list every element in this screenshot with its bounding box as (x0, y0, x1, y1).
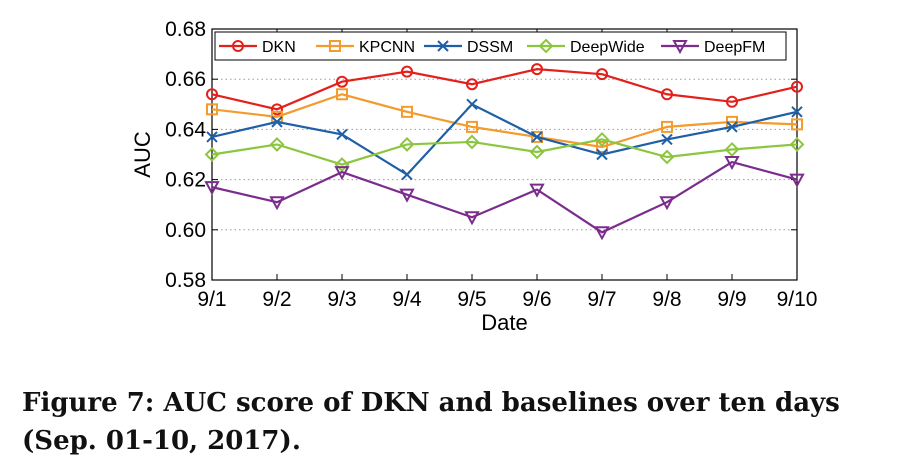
data-point-dkn (661, 88, 673, 101)
data-point-dkn (466, 78, 478, 91)
legend-label-dkn: DKN (262, 39, 296, 56)
x-tick-label: 9/8 (652, 288, 681, 311)
data-point-kpcnn (336, 88, 348, 101)
series-line-deepfm (211, 160, 798, 234)
y-tick-label: 0.62 (165, 169, 206, 192)
x-tick-label: 9/10 (777, 288, 818, 311)
data-point-kpcnn (206, 103, 218, 116)
data-point-deepfm (204, 181, 220, 196)
series-line-kpcnn (211, 93, 798, 149)
y-axis-label: AUC (130, 131, 155, 178)
series-kpcnn (206, 88, 803, 153)
series-dssm (206, 98, 803, 181)
data-point-kpcnn (596, 140, 608, 153)
data-point-dkn (401, 65, 413, 78)
data-point-deepfm (789, 173, 805, 188)
data-point-dssm (791, 106, 803, 118)
data-point-dkn (336, 75, 348, 88)
y-tick-label: 0.58 (165, 269, 206, 292)
data-point-deepfm (724, 156, 740, 171)
data-point-deepwide (659, 149, 675, 165)
figure-caption: Figure 7: AUC score of DKN and baselines… (22, 388, 840, 456)
data-point-deepfm (529, 183, 545, 198)
data-point-deepwide (204, 147, 220, 162)
data-point-deepfm (659, 196, 675, 211)
data-point-deepfm (399, 188, 415, 203)
data-point-kpcnn (466, 120, 478, 133)
data-point-kpcnn (661, 120, 673, 133)
data-point-dssm (726, 121, 738, 133)
legend-marker-deepfm (672, 40, 688, 55)
auc-line-chart: 0.58 0.60 0.62 0.64 0.66 0.68 9/1 9/2 9/3 9/4 9/5 9… (130, 18, 818, 335)
data-point-dssm (271, 116, 283, 128)
legend-marker-dkn (232, 40, 244, 52)
x-tick-label: 9/7 (587, 288, 616, 311)
x-tick-label: 9/2 (262, 288, 291, 311)
data-point-kpcnn (401, 105, 413, 118)
data-point-deepwide (334, 157, 350, 172)
data-point-dssm (661, 133, 673, 146)
legend-marker-kpcnn (329, 40, 341, 52)
x-tick-label: 9/6 (522, 288, 551, 311)
data-point-deepwide (269, 137, 285, 152)
x-tick-label: 9/4 (392, 288, 422, 311)
legend-marker-dssm (437, 40, 449, 52)
data-point-deepwide (724, 142, 740, 157)
data-point-kpcnn (531, 130, 543, 143)
data-point-dssm (336, 128, 348, 141)
legend-label-kpcnn: KPCNN (359, 39, 415, 56)
legend-label-deepwide: DeepWide (570, 39, 645, 56)
y-tick-label: 0.60 (165, 219, 206, 242)
data-point-deepwide (594, 132, 610, 147)
data-point-dssm (206, 131, 218, 143)
series-dkn (206, 63, 803, 116)
series-line-dssm (211, 102, 798, 176)
data-point-deepfm (269, 196, 285, 211)
data-point-deepfm (334, 166, 350, 181)
data-point-kpcnn (791, 118, 803, 131)
series-line-dkn (211, 68, 798, 111)
data-point-dkn (206, 88, 218, 101)
legend: DKN KPCNN DSSM DeepWide DeepFM (214, 31, 787, 61)
data-point-deepfm (464, 211, 480, 226)
y-tick-label: 0.64 (165, 118, 206, 141)
data-point-dkn (596, 68, 608, 81)
x-tick-label: 9/1 (197, 288, 226, 311)
data-point-deepwide (529, 144, 545, 160)
data-point-dssm (466, 98, 478, 111)
y-tick-label: 0.68 (165, 18, 206, 41)
data-point-dkn (726, 95, 738, 108)
legend-marker-deepwide (538, 38, 554, 54)
data-point-dkn (531, 63, 543, 76)
data-point-deepwide (464, 134, 480, 150)
data-point-dssm (531, 131, 543, 143)
x-tick-label: 9/3 (327, 288, 356, 311)
legend-label-deepfm: DeepFM (704, 39, 765, 56)
data-point-dkn (791, 80, 803, 93)
data-point-deepwide (399, 137, 415, 152)
data-point-dssm (596, 148, 608, 161)
plot-frame (211, 28, 798, 281)
data-point-dkn (271, 103, 283, 116)
data-point-deepfm (594, 226, 610, 241)
x-axis-label: Date (481, 310, 527, 335)
data-point-dssm (401, 168, 413, 181)
series-deepwide (204, 132, 805, 172)
data-point-deepwide (789, 137, 805, 152)
legend-label-dssm: DSSM (467, 39, 513, 56)
series-deepfm (204, 156, 805, 241)
y-tick-label: 0.66 (165, 68, 206, 91)
series-line-deepwide (211, 138, 798, 166)
x-tick-label: 9/5 (457, 288, 486, 311)
x-tick-label: 9/9 (717, 288, 746, 311)
